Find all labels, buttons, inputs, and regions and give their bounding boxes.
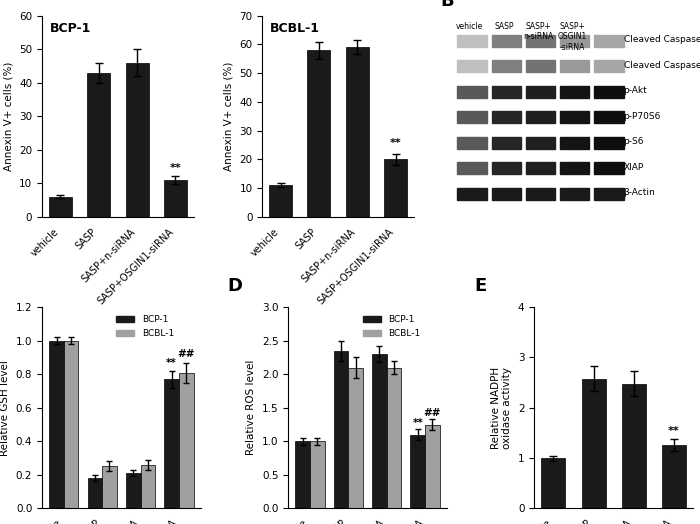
Bar xyxy=(622,384,645,508)
Text: β-Actin: β-Actin xyxy=(624,188,655,197)
Y-axis label: Annexin V+ cells (%): Annexin V+ cells (%) xyxy=(4,61,13,171)
Bar xyxy=(491,35,522,47)
Bar xyxy=(526,60,555,72)
Bar xyxy=(141,465,155,508)
Bar xyxy=(662,445,686,508)
Bar xyxy=(425,424,440,508)
Legend: BCP-1, BCBL-1: BCP-1, BCBL-1 xyxy=(359,312,424,342)
Text: ##: ## xyxy=(178,350,195,359)
Text: p-P70S6: p-P70S6 xyxy=(624,112,661,121)
Text: **: ** xyxy=(169,163,181,173)
Bar xyxy=(560,35,589,47)
Bar xyxy=(386,367,401,508)
Bar xyxy=(310,441,325,508)
Bar xyxy=(491,162,522,174)
Bar xyxy=(372,354,386,508)
Text: p-Akt: p-Akt xyxy=(624,86,648,95)
Bar xyxy=(526,86,555,98)
Text: Cleaved Caspase-9: Cleaved Caspase-9 xyxy=(624,61,700,70)
Bar xyxy=(457,188,487,200)
Bar xyxy=(179,373,194,508)
Bar xyxy=(560,60,589,72)
Bar xyxy=(457,162,487,174)
Bar xyxy=(164,379,179,508)
Bar xyxy=(307,50,330,217)
Bar xyxy=(102,466,117,508)
Text: SASP: SASP xyxy=(494,22,514,31)
Bar xyxy=(126,473,141,508)
Bar xyxy=(560,86,589,98)
Bar xyxy=(491,188,522,200)
Bar xyxy=(457,137,487,149)
Bar xyxy=(88,478,102,508)
Text: SASP+
n-siRNA: SASP+ n-siRNA xyxy=(523,22,553,41)
Text: p-S6: p-S6 xyxy=(624,137,644,146)
Bar xyxy=(295,441,310,508)
Bar xyxy=(560,188,589,200)
Bar xyxy=(457,86,487,98)
Bar xyxy=(594,188,624,200)
Text: BCBL-1: BCBL-1 xyxy=(270,22,320,35)
Text: D: D xyxy=(228,277,243,295)
Bar xyxy=(594,86,624,98)
Bar xyxy=(526,35,555,47)
Y-axis label: Relative ROS level: Relative ROS level xyxy=(246,360,256,455)
Text: ##: ## xyxy=(424,408,441,418)
Bar xyxy=(594,111,624,123)
Text: **: ** xyxy=(390,138,402,148)
Bar xyxy=(346,47,369,217)
Bar xyxy=(526,188,555,200)
Text: Cleaved Caspase-3: Cleaved Caspase-3 xyxy=(624,35,700,45)
Bar xyxy=(49,341,64,508)
Bar xyxy=(334,351,349,508)
Bar xyxy=(384,159,407,217)
Text: **: ** xyxy=(668,427,680,436)
Y-axis label: Relative GSH level: Relative GSH level xyxy=(0,360,10,456)
Bar xyxy=(560,162,589,174)
Bar xyxy=(491,111,522,123)
Bar xyxy=(88,73,110,217)
Bar xyxy=(457,35,487,47)
Bar xyxy=(269,185,292,217)
Bar xyxy=(526,137,555,149)
Text: B: B xyxy=(440,0,454,9)
Bar xyxy=(491,60,522,72)
Text: BCP-1: BCP-1 xyxy=(50,22,91,35)
Bar xyxy=(49,196,72,217)
Bar xyxy=(164,180,187,217)
Bar xyxy=(410,434,425,508)
Text: XIAP: XIAP xyxy=(624,162,644,172)
Bar xyxy=(349,367,363,508)
Legend: BCP-1, BCBL-1: BCP-1, BCBL-1 xyxy=(113,312,178,342)
Bar xyxy=(582,379,606,508)
Bar xyxy=(594,137,624,149)
Text: vehicle: vehicle xyxy=(456,22,484,31)
Bar xyxy=(457,60,487,72)
Bar xyxy=(594,60,624,72)
Bar xyxy=(560,137,589,149)
Text: **: ** xyxy=(167,358,177,368)
Text: **: ** xyxy=(412,418,423,428)
Text: E: E xyxy=(474,277,486,295)
Bar xyxy=(526,162,555,174)
Bar xyxy=(64,341,78,508)
Text: SASP+
OSGIN1
-siRNA: SASP+ OSGIN1 -siRNA xyxy=(557,22,587,51)
Bar xyxy=(594,35,624,47)
Y-axis label: Relative NADPH
oxidase activity: Relative NADPH oxidase activity xyxy=(491,367,512,449)
Bar xyxy=(541,458,566,508)
Bar xyxy=(560,111,589,123)
Bar xyxy=(526,111,555,123)
Bar xyxy=(491,86,522,98)
Y-axis label: Annexin V+ cells (%): Annexin V+ cells (%) xyxy=(224,61,234,171)
Bar xyxy=(457,111,487,123)
Bar xyxy=(491,137,522,149)
Bar xyxy=(594,162,624,174)
Bar xyxy=(125,63,148,217)
